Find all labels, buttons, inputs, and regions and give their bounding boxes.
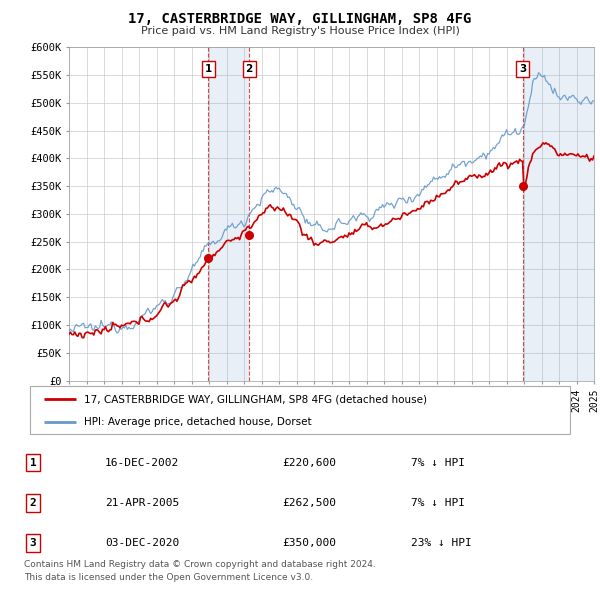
Text: £262,500: £262,500 — [282, 498, 336, 507]
Text: 7% ↓ HPI: 7% ↓ HPI — [411, 458, 465, 467]
Text: 17, CASTERBRIDGE WAY, GILLINGHAM, SP8 4FG: 17, CASTERBRIDGE WAY, GILLINGHAM, SP8 4F… — [128, 12, 472, 26]
Bar — [523, 47, 594, 381]
FancyBboxPatch shape — [30, 386, 570, 434]
Text: 7% ↓ HPI: 7% ↓ HPI — [411, 498, 465, 507]
Text: This data is licensed under the Open Government Licence v3.0.: This data is licensed under the Open Gov… — [24, 573, 313, 582]
Text: 21-APR-2005: 21-APR-2005 — [105, 498, 179, 507]
Text: 1: 1 — [29, 458, 37, 467]
Text: 2: 2 — [29, 498, 37, 507]
Text: £350,000: £350,000 — [282, 538, 336, 548]
Text: 3: 3 — [29, 538, 37, 548]
Text: 03-DEC-2020: 03-DEC-2020 — [105, 538, 179, 548]
Bar — [208, 47, 249, 381]
Text: £220,600: £220,600 — [282, 458, 336, 467]
Text: 23% ↓ HPI: 23% ↓ HPI — [411, 538, 472, 548]
Text: 17, CASTERBRIDGE WAY, GILLINGHAM, SP8 4FG (detached house): 17, CASTERBRIDGE WAY, GILLINGHAM, SP8 4F… — [84, 394, 427, 404]
Text: 1: 1 — [205, 64, 212, 74]
Text: 16-DEC-2002: 16-DEC-2002 — [105, 458, 179, 467]
Text: Price paid vs. HM Land Registry's House Price Index (HPI): Price paid vs. HM Land Registry's House … — [140, 26, 460, 36]
Text: 3: 3 — [519, 64, 526, 74]
Text: HPI: Average price, detached house, Dorset: HPI: Average price, detached house, Dors… — [84, 417, 311, 427]
Text: Contains HM Land Registry data © Crown copyright and database right 2024.: Contains HM Land Registry data © Crown c… — [24, 560, 376, 569]
Text: 2: 2 — [245, 64, 253, 74]
